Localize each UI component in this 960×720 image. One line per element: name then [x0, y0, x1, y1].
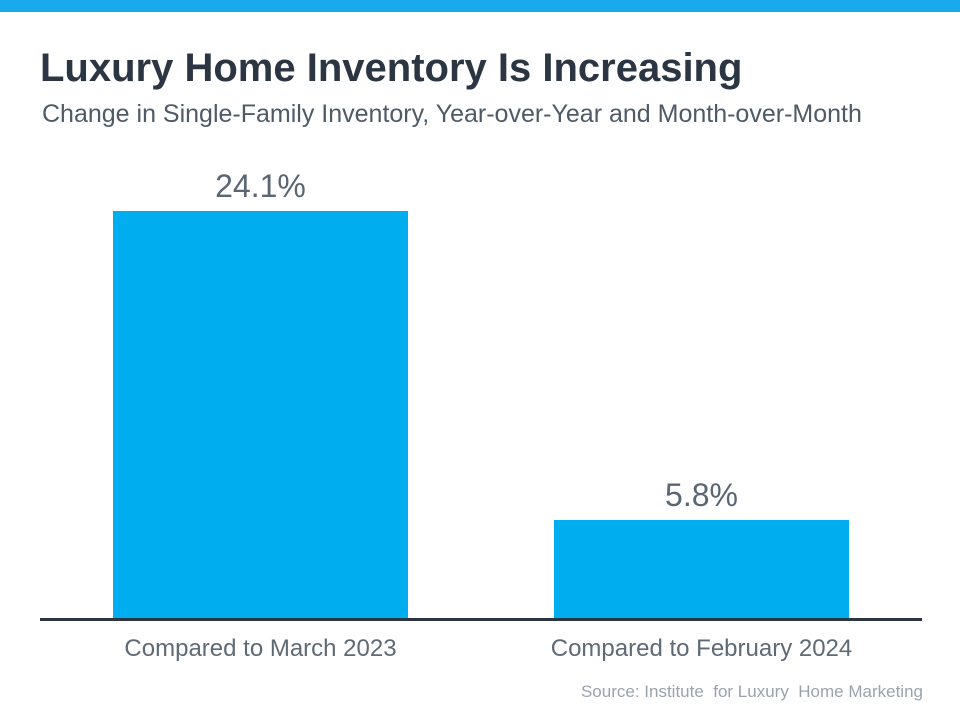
bar-category-label: Compared to February 2024 — [550, 635, 853, 662]
source-attribution: Source: Institute for Luxury Home Market… — [580, 682, 923, 701]
bar-category-label: Compared to March 2023 — [124, 635, 397, 662]
top-accent-strip — [0, 0, 960, 12]
page-subtitle: Change in Single-Family Inventory, Year-… — [42, 100, 862, 128]
bar-value-label: 24.1% — [215, 167, 306, 204]
bar-value-label: 5.8% — [665, 476, 738, 513]
bar-group: 24.1% — [40, 155, 481, 618]
bar-group: 5.8% — [481, 155, 922, 618]
page-title: Luxury Home Inventory Is Increasing — [40, 46, 743, 90]
bar — [554, 520, 849, 618]
category-axis: Compared to March 2023 Compared to Februa… — [40, 621, 922, 663]
bar-chart: 24.1% 5.8% — [40, 155, 922, 621]
bar — [113, 211, 408, 618]
